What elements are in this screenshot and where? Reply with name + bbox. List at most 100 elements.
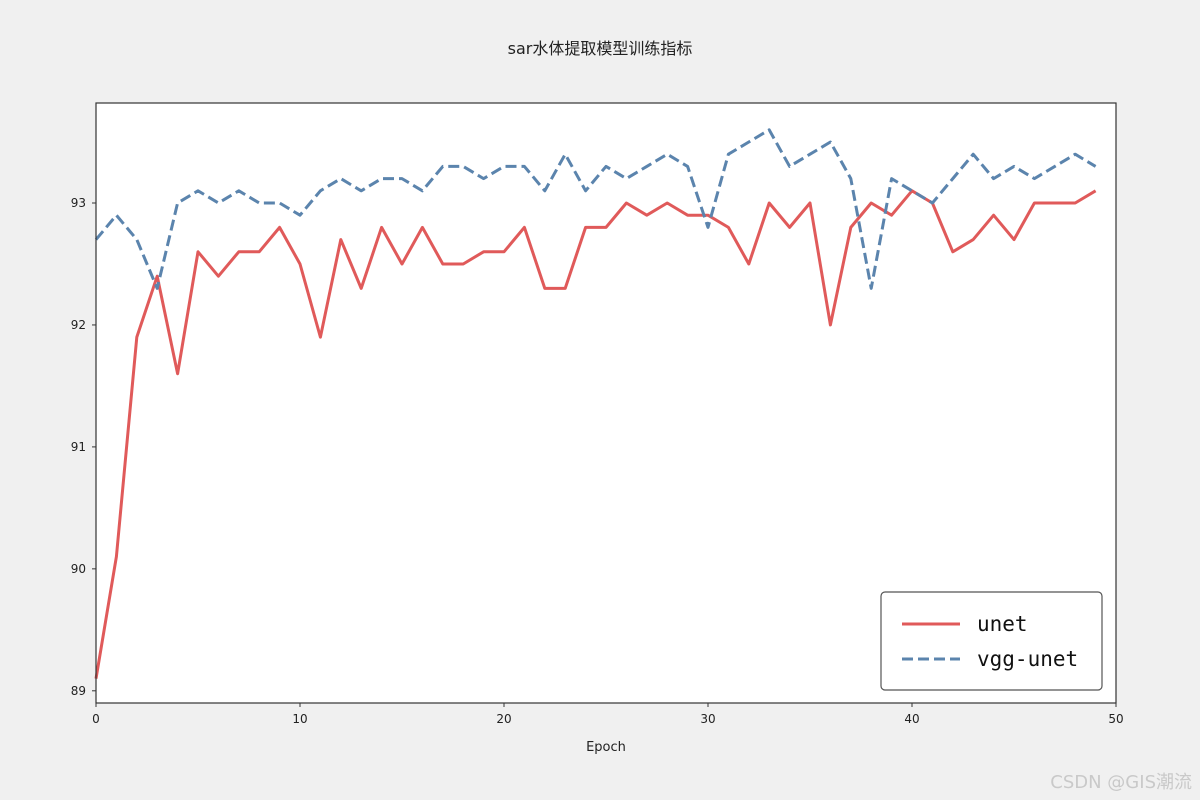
y-tick-label: 89: [71, 684, 86, 698]
data-point-unet: [482, 250, 485, 253]
data-point-unet: [401, 263, 404, 266]
data-point-vgg-unet: [380, 177, 383, 180]
x-tick-label: 40: [904, 712, 919, 726]
data-point-unet: [890, 214, 893, 217]
data-point-vgg-unet: [237, 189, 240, 192]
legend-entry-unet: unet: [902, 612, 1028, 636]
data-point-unet: [380, 226, 383, 229]
x-tick-label: 50: [1108, 712, 1123, 726]
data-point-unet: [829, 324, 832, 327]
data-point-vgg-unet: [462, 165, 465, 168]
data-point-vgg-unet: [115, 214, 118, 217]
data-point-vgg-unet: [135, 238, 138, 241]
x-tick-label: 10: [292, 712, 307, 726]
data-point-vgg-unet: [482, 177, 485, 180]
data-point-vgg-unet: [605, 165, 608, 168]
data-point-vgg-unet: [625, 177, 628, 180]
data-point-unet: [299, 263, 302, 266]
data-point-vgg-unet: [441, 165, 444, 168]
axis-ticks: 0 10 20 30 40 50 89 90 91 92 93: [71, 196, 1124, 726]
data-point-unet: [625, 202, 628, 205]
data-point-unet: [645, 214, 648, 217]
y-tick-label: 93: [71, 196, 86, 210]
data-point-vgg-unet: [809, 153, 812, 156]
data-point-vgg-unet: [788, 165, 791, 168]
data-point-unet: [462, 263, 465, 266]
legend: unet vgg-unet: [880, 591, 1103, 691]
data-point-vgg-unet: [421, 189, 424, 192]
data-point-unet: [584, 226, 587, 229]
data-point-vgg-unet: [768, 128, 771, 131]
data-point-vgg-unet: [666, 153, 669, 156]
data-point-unet: [156, 275, 159, 278]
legend-box: [880, 591, 1103, 691]
data-point-vgg-unet: [176, 202, 179, 205]
data-point-vgg-unet: [401, 177, 404, 180]
data-point-unet: [237, 250, 240, 253]
chart-title: sar水体提取模型训练指标: [508, 39, 693, 58]
data-point-unet: [1074, 202, 1077, 205]
x-tick-label: 30: [700, 712, 715, 726]
data-point-unet: [972, 238, 975, 241]
data-point-vgg-unet: [299, 214, 302, 217]
data-point-vgg-unet: [951, 177, 954, 180]
data-point-vgg-unet: [217, 202, 220, 205]
data-point-vgg-unet: [931, 202, 934, 205]
data-point-vgg-unet: [911, 189, 914, 192]
data-point-vgg-unet: [523, 165, 526, 168]
data-point-unet: [278, 226, 281, 229]
data-point-unet: [870, 202, 873, 205]
y-tick-label: 90: [71, 562, 86, 576]
data-point-unet: [176, 372, 179, 375]
data-point-vgg-unet: [686, 165, 689, 168]
series-vgg-unet: [94, 128, 1097, 290]
data-point-unet: [115, 555, 118, 558]
data-point-vgg-unet: [1033, 177, 1036, 180]
data-point-unet: [951, 250, 954, 253]
data-point-vgg-unet: [645, 165, 648, 168]
data-point-unet: [849, 226, 852, 229]
legend-entry-vgg-unet: vgg-unet: [902, 647, 1078, 671]
data-point-vgg-unet: [543, 189, 546, 192]
data-point-vgg-unet: [829, 141, 832, 144]
data-point-unet: [992, 214, 995, 217]
series-line-unet: [94, 189, 1097, 679]
data-point-unet: [727, 226, 730, 229]
data-point-unet: [135, 336, 138, 339]
data-point-unet: [503, 250, 506, 253]
x-axis-label: Epoch: [586, 740, 626, 755]
data-point-vgg-unet: [992, 177, 995, 180]
data-point-unet: [258, 250, 261, 253]
data-point-unet: [339, 238, 342, 241]
data-point-vgg-unet: [727, 153, 730, 156]
series-unet: [94, 189, 1097, 679]
data-point-vgg-unet: [197, 189, 200, 192]
x-tick-label: 0: [92, 712, 100, 726]
data-point-vgg-unet: [1094, 165, 1097, 168]
plot-frame: [95, 102, 1117, 704]
data-point-vgg-unet: [1013, 165, 1016, 168]
data-point-unet: [666, 202, 669, 205]
watermark-text: CSDN @GIS潮流: [1050, 772, 1192, 793]
data-point-unet: [197, 250, 200, 253]
data-point-unet: [788, 226, 791, 229]
data-point-vgg-unet: [972, 153, 975, 156]
legend-label: vgg-unet: [977, 647, 1078, 671]
data-point-unet: [809, 202, 812, 205]
data-point-unet: [217, 275, 220, 278]
data-point-vgg-unet: [1053, 165, 1056, 168]
data-point-unet: [564, 287, 567, 290]
data-point-unet: [686, 214, 689, 217]
data-point-unet: [360, 287, 363, 290]
data-point-vgg-unet: [564, 153, 567, 156]
data-point-vgg-unet: [360, 189, 363, 192]
data-point-vgg-unet: [156, 287, 159, 290]
data-point-unet: [747, 263, 750, 266]
data-point-unet: [1094, 189, 1097, 192]
data-point-unet: [441, 263, 444, 266]
data-point-unet: [543, 287, 546, 290]
data-point-unet: [1033, 202, 1036, 205]
data-point-unet: [421, 226, 424, 229]
series-line-vgg-unet: [94, 128, 1097, 290]
